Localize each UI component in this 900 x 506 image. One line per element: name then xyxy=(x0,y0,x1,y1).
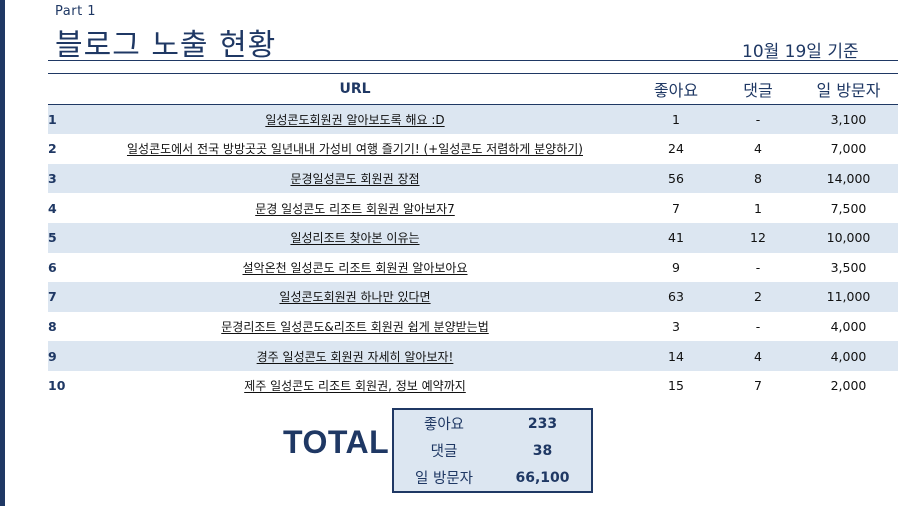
likes-cell: 63 xyxy=(668,289,684,305)
row-number: 6 xyxy=(48,259,57,275)
comments-cell: - xyxy=(755,259,761,275)
total-row-visitors: 일 방문자 66,100 xyxy=(394,464,591,491)
url-link[interactable]: 경주 일성콘도 회원권 자세히 알아보자! xyxy=(256,349,454,364)
header-comments: 댓글 xyxy=(743,80,773,100)
total-key: 댓글 xyxy=(430,444,458,460)
comments-cell: 1 xyxy=(754,200,762,216)
total-row-likes: 좋아요 233 xyxy=(394,410,591,437)
blog-exposure-table: URL 좋아요 댓글 일 방문자 1 일성콘도회원권 알아보도록 해요 :D 1… xyxy=(48,73,898,401)
total-label: TOTAL xyxy=(283,424,390,460)
table-row: 5 일성리조트 찾아본 이유는 41 12 10,000 xyxy=(48,222,898,253)
visitors-cell: 4,000 xyxy=(830,319,867,335)
visitors-cell: 14,000 xyxy=(826,171,871,187)
visitors-cell: 3,500 xyxy=(830,259,867,275)
url-link[interactable]: 제주 일성콘도 리조트 회원권, 정보 예약까지 xyxy=(244,379,466,394)
table-row: 8 문경리조트 일성콘도&리조트 회원권 쉽게 분양받는법 3 - 4,000 xyxy=(48,312,898,342)
comments-cell: 2 xyxy=(754,289,762,305)
visitors-cell: 7,000 xyxy=(830,141,867,157)
visitors-cell: 4,000 xyxy=(830,348,867,364)
visitors-cell: 11,000 xyxy=(826,289,871,305)
table-row: 9 경주 일성콘도 회원권 자세히 알아보자! 14 4 4,000 xyxy=(48,341,898,371)
likes-cell: 7 xyxy=(672,200,680,216)
comments-cell: - xyxy=(755,111,761,127)
url-link[interactable]: 일성콘도회원권 하나만 있다면 xyxy=(279,290,431,305)
row-number: 4 xyxy=(48,200,57,216)
comments-cell: 4 xyxy=(754,141,762,157)
total-value: 66,100 xyxy=(515,469,570,486)
row-number: 1 xyxy=(48,111,57,127)
total-row-comments: 댓글 38 xyxy=(394,437,591,464)
url-link[interactable]: 일성콘도에서 전국 방방곳곳 일년내내 가성비 여행 즐기기! (+일성콘도 저… xyxy=(126,142,583,157)
row-number: 2 xyxy=(48,141,57,157)
table-header-row: URL 좋아요 댓글 일 방문자 xyxy=(48,73,898,105)
likes-cell: 15 xyxy=(668,378,684,394)
likes-cell: 24 xyxy=(668,141,684,157)
total-value: 38 xyxy=(532,442,553,459)
url-link[interactable]: 일성리조트 찾아본 이유는 xyxy=(290,231,420,246)
table-row: 2 일성콘도에서 전국 방방곳곳 일년내내 가성비 여행 즐기기! (+일성콘도… xyxy=(48,134,898,164)
table-row: 10 제주 일성콘도 리조트 회원권, 정보 예약까지 15 7 2,000 xyxy=(48,371,898,401)
url-link[interactable]: 문경리조트 일성콘도&리조트 회원권 쉽게 분양받는법 xyxy=(221,320,489,335)
total-value: 233 xyxy=(527,415,558,432)
likes-cell: 3 xyxy=(672,319,680,335)
header-likes: 좋아요 xyxy=(653,80,699,100)
comments-cell: 12 xyxy=(750,230,766,246)
comments-cell: 4 xyxy=(754,348,762,364)
row-number: 3 xyxy=(48,171,57,187)
table-row: 1 일성콘도회원권 알아보도록 해요 :D 1 - 3,100 xyxy=(48,104,898,135)
header-url: URL xyxy=(339,80,371,97)
likes-cell: 56 xyxy=(668,171,684,187)
row-number: 5 xyxy=(48,230,57,246)
date-label: 10월 19일 기준 xyxy=(742,42,859,62)
header-num xyxy=(48,74,75,105)
comments-cell: - xyxy=(755,319,761,335)
row-number: 8 xyxy=(48,319,57,335)
url-link[interactable]: 일성콘도회원권 알아보도록 해요 :D xyxy=(265,112,445,127)
likes-cell: 14 xyxy=(668,348,684,364)
visitors-cell: 10,000 xyxy=(826,230,871,246)
likes-cell: 1 xyxy=(672,111,680,127)
total-summary-box: 좋아요 233 댓글 38 일 방문자 66,100 xyxy=(392,408,593,493)
comments-cell: 7 xyxy=(754,378,762,394)
url-link[interactable]: 문경 일성콘도 리조트 회원권 알아보자7 xyxy=(255,201,455,216)
visitors-cell: 2,000 xyxy=(830,378,867,394)
table-row: 7 일성콘도회원권 하나만 있다면 63 2 11,000 xyxy=(48,282,898,312)
row-number: 7 xyxy=(48,289,57,305)
likes-cell: 41 xyxy=(668,230,684,246)
table-row: 4 문경 일성콘도 리조트 회원권 알아보자7 7 1 7,500 xyxy=(48,193,898,223)
url-link[interactable]: 설악온천 일성콘도 리조트 회원권 알아보아요 xyxy=(242,260,468,275)
visitors-cell: 7,500 xyxy=(830,200,867,216)
likes-cell: 9 xyxy=(672,259,680,275)
table-row: 6 설악온천 일성콘도 리조트 회원권 알아보아요 9 - 3,500 xyxy=(48,253,898,283)
visitors-cell: 3,100 xyxy=(830,111,867,127)
title-divider xyxy=(48,60,898,61)
page-title: 블로그 노출 현황 xyxy=(55,28,277,63)
row-number: 10 xyxy=(48,378,66,394)
header-visitors: 일 방문자 xyxy=(816,80,881,100)
left-accent-bar xyxy=(0,0,5,506)
total-key: 일 방문자 xyxy=(415,471,473,487)
total-key: 좋아요 xyxy=(423,417,465,433)
comments-cell: 8 xyxy=(754,171,762,187)
url-link[interactable]: 문경일성콘도 회원권 장점 xyxy=(290,172,420,187)
part-label: Part 1 xyxy=(55,4,97,19)
table-row: 3 문경일성콘도 회원권 장점 56 8 14,000 xyxy=(48,163,898,194)
row-number: 9 xyxy=(48,348,57,364)
